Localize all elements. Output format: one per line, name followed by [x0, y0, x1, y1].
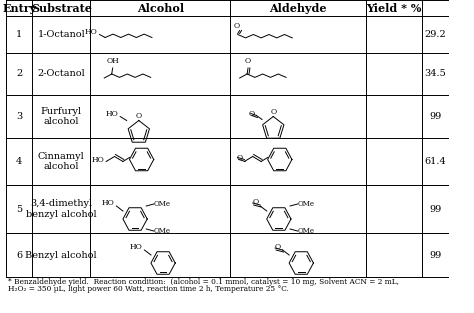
Text: 29.2: 29.2	[424, 30, 446, 39]
Text: Yield * %: Yield * %	[366, 3, 421, 13]
Text: O: O	[248, 110, 255, 117]
Text: 34.5: 34.5	[424, 69, 446, 79]
Text: 5: 5	[16, 204, 22, 213]
Text: O: O	[274, 243, 281, 251]
Text: Cinnamyl
alcohol: Cinnamyl alcohol	[38, 152, 85, 171]
Text: 1: 1	[16, 30, 22, 39]
Text: Substrate: Substrate	[31, 3, 92, 13]
Text: OMe: OMe	[298, 227, 315, 235]
Text: Entry: Entry	[2, 3, 36, 13]
Text: O: O	[234, 22, 240, 29]
Text: 3,4-dimethyl
benzyl alcohol: 3,4-dimethyl benzyl alcohol	[26, 199, 97, 219]
Text: HO: HO	[91, 156, 104, 163]
Text: HO: HO	[85, 28, 98, 35]
Text: 61.4: 61.4	[424, 157, 446, 166]
Text: O: O	[136, 112, 142, 120]
Text: HO: HO	[106, 110, 118, 119]
Text: H₂O₂ = 350 μL, light power 60 Watt, reaction time 2 h, Temperature 25 °C.: H₂O₂ = 350 μL, light power 60 Watt, reac…	[8, 285, 289, 293]
Text: OH: OH	[106, 57, 119, 65]
Text: Benzyl alcohol: Benzyl alcohol	[26, 250, 97, 259]
Text: O: O	[252, 198, 258, 206]
Text: 2-Octanol: 2-Octanol	[37, 69, 85, 79]
Text: O: O	[270, 108, 276, 116]
Text: OMe: OMe	[298, 200, 315, 208]
Text: O: O	[245, 57, 251, 65]
Text: 99: 99	[429, 250, 441, 259]
Text: 99: 99	[429, 204, 441, 213]
Text: * Benzaldehyde yield.  Reaction condition:  (alcohol = 0.1 mmol, catalyst = 10 m: * Benzaldehyde yield. Reaction condition…	[8, 278, 399, 286]
Text: 1-Octanol: 1-Octanol	[37, 30, 85, 39]
Text: O: O	[237, 155, 242, 162]
Text: Aldehyde: Aldehyde	[269, 3, 327, 13]
Text: HO: HO	[130, 243, 143, 251]
Text: HO: HO	[102, 199, 115, 207]
Text: OMe: OMe	[154, 200, 171, 208]
Text: 3: 3	[16, 112, 22, 121]
Text: Alcohol: Alcohol	[137, 3, 184, 13]
Text: Furfuryl
alcohol: Furfuryl alcohol	[41, 107, 82, 126]
Text: OMe: OMe	[154, 227, 171, 235]
Text: 99: 99	[429, 112, 441, 121]
Text: 6: 6	[16, 250, 22, 259]
Text: 2: 2	[16, 69, 22, 79]
Text: 4: 4	[16, 157, 22, 166]
